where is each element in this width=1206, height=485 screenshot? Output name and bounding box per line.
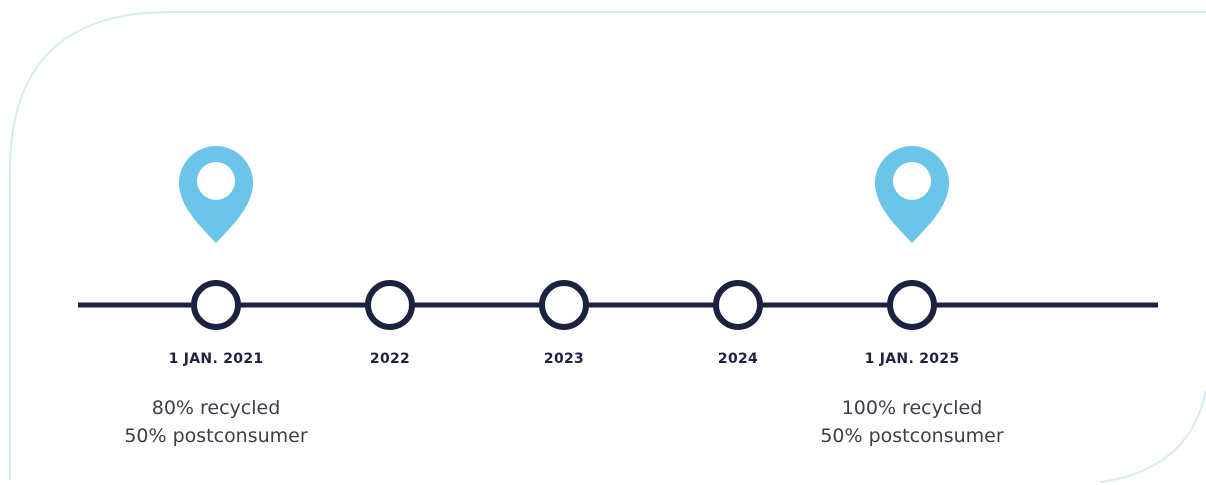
milestone-node bbox=[191, 280, 241, 330]
milestone-node bbox=[539, 280, 589, 330]
milestone-note: 50% postconsumer bbox=[124, 425, 308, 447]
milestone-node bbox=[887, 280, 937, 330]
frame-top-left bbox=[9, 11, 1206, 480]
pin-hole bbox=[893, 162, 931, 200]
milestone-label: 1 JAN. 2025 bbox=[865, 351, 960, 367]
milestone-node bbox=[365, 280, 415, 330]
milestone-label: 2023 bbox=[544, 351, 584, 367]
milestone-note: 50% postconsumer bbox=[820, 425, 1004, 447]
milestone-label: 2024 bbox=[718, 351, 758, 367]
frame-bottom-right bbox=[1099, 389, 1206, 483]
pin-hole bbox=[197, 162, 235, 200]
milestone-label: 1 JAN. 2021 bbox=[169, 351, 264, 367]
milestone-label: 2022 bbox=[370, 351, 410, 367]
milestone-note: 80% recycled bbox=[152, 397, 281, 419]
milestone-note: 100% recycled bbox=[842, 397, 983, 419]
milestone-node bbox=[713, 280, 763, 330]
